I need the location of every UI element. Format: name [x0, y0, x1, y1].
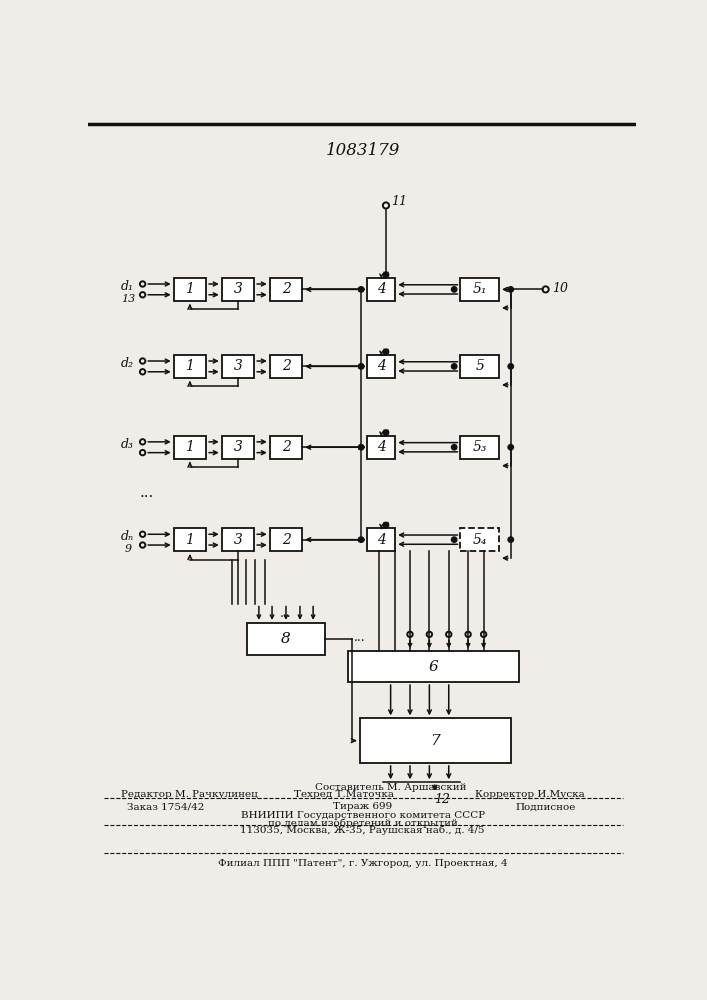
Text: ...: ...: [280, 607, 292, 620]
Text: по делам изобретений и открытий: по делам изобретений и открытий: [268, 818, 457, 828]
Text: 1: 1: [185, 440, 194, 454]
Bar: [174, 436, 206, 459]
Circle shape: [383, 272, 389, 277]
Text: ...: ...: [354, 631, 366, 644]
Text: 1: 1: [185, 359, 194, 373]
Text: 113035, Москва, Ж-35, Раушская наб., д. 4/5: 113035, Москва, Ж-35, Раушская наб., д. …: [240, 826, 485, 835]
Text: ВНИИПИ Государственного комитета СССР: ВНИИПИ Государственного комитета СССР: [240, 811, 485, 820]
Bar: [368, 355, 395, 378]
Bar: [174, 528, 206, 551]
Text: 5₄: 5₄: [472, 533, 487, 547]
Circle shape: [358, 287, 364, 292]
Text: d₁: d₁: [121, 280, 134, 293]
Circle shape: [452, 445, 457, 450]
Text: 3: 3: [233, 282, 243, 296]
Text: 2: 2: [281, 440, 291, 454]
Text: 2: 2: [281, 533, 291, 547]
Text: 5₁: 5₁: [472, 282, 487, 296]
Bar: [270, 355, 303, 378]
Circle shape: [358, 364, 364, 369]
Text: 8: 8: [281, 632, 291, 646]
Text: dₙ: dₙ: [121, 530, 134, 543]
Circle shape: [452, 537, 457, 542]
Bar: [460, 436, 499, 459]
Circle shape: [383, 522, 389, 528]
Bar: [348, 651, 518, 682]
Text: 2: 2: [281, 359, 291, 373]
Text: 13: 13: [122, 294, 136, 304]
Text: Редактор М. Рачкулинец: Редактор М. Рачкулинец: [121, 790, 257, 799]
Bar: [222, 278, 255, 301]
Circle shape: [508, 445, 513, 450]
Bar: [270, 528, 303, 551]
Bar: [368, 528, 395, 551]
Bar: [460, 528, 499, 551]
Circle shape: [358, 445, 364, 450]
Text: Подписное: Подписное: [515, 802, 575, 811]
Circle shape: [508, 287, 513, 292]
Bar: [368, 436, 395, 459]
Bar: [360, 718, 510, 763]
Text: Корректор И.Муска: Корректор И.Муска: [475, 790, 585, 799]
Bar: [368, 278, 395, 301]
Bar: [174, 355, 206, 378]
Text: Составитель М. Аршавский: Составитель М. Аршавский: [315, 783, 467, 792]
Bar: [460, 278, 499, 301]
Text: 4: 4: [377, 533, 386, 547]
Text: Заказ 1754/42: Заказ 1754/42: [127, 802, 204, 811]
Circle shape: [358, 537, 364, 542]
Bar: [270, 278, 303, 301]
Text: 5₃: 5₃: [472, 440, 487, 454]
Text: 5: 5: [475, 359, 484, 373]
Text: Филиал ППП "Патент", г. Ужгород, ул. Проектная, 4: Филиал ППП "Патент", г. Ужгород, ул. Про…: [218, 859, 508, 868]
Text: 4: 4: [377, 282, 386, 296]
Bar: [222, 355, 255, 378]
Text: 11: 11: [392, 195, 407, 208]
Text: 1: 1: [185, 282, 194, 296]
Text: d₂: d₂: [121, 357, 134, 370]
Circle shape: [508, 537, 513, 542]
Bar: [247, 623, 325, 655]
Bar: [222, 528, 255, 551]
Text: d₃: d₃: [121, 438, 134, 451]
Text: 10: 10: [552, 282, 568, 295]
Text: ...: ...: [139, 486, 153, 500]
Circle shape: [383, 430, 389, 435]
Bar: [222, 436, 255, 459]
Text: 1083179: 1083179: [325, 142, 400, 159]
Text: Тираж 699: Тираж 699: [333, 802, 392, 811]
Text: 6: 6: [428, 660, 438, 674]
Text: 4: 4: [377, 359, 386, 373]
Text: 7: 7: [431, 734, 440, 748]
Text: Техред Т.Маточка: Техред Т.Маточка: [294, 790, 394, 799]
Text: 3: 3: [233, 533, 243, 547]
Text: 12: 12: [435, 793, 450, 806]
Bar: [270, 436, 303, 459]
Text: 2: 2: [281, 282, 291, 296]
Text: 4: 4: [377, 440, 386, 454]
Circle shape: [383, 349, 389, 354]
Text: 3: 3: [233, 440, 243, 454]
Circle shape: [452, 364, 457, 369]
Text: 3: 3: [233, 359, 243, 373]
Bar: [174, 278, 206, 301]
Text: 1: 1: [185, 533, 194, 547]
Circle shape: [452, 287, 457, 292]
Text: 9: 9: [125, 544, 132, 554]
Circle shape: [508, 364, 513, 369]
Bar: [460, 355, 499, 378]
